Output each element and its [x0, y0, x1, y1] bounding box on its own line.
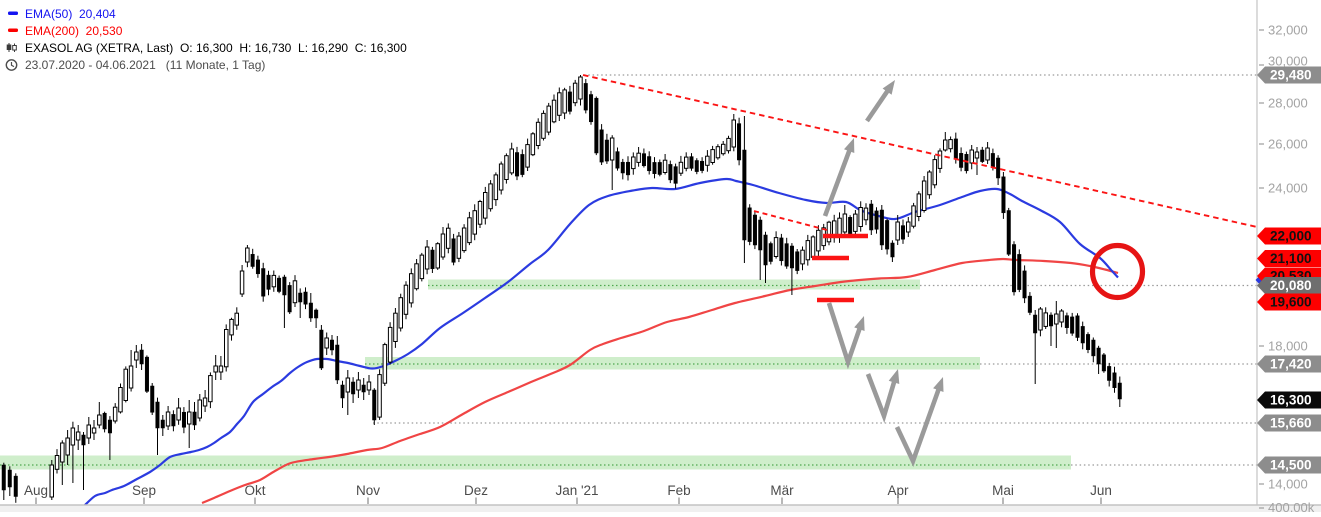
svg-text:30,000: 30,000 [1268, 54, 1308, 69]
svg-text:15,660: 15,660 [1270, 416, 1312, 431]
svg-text:Aug: Aug [24, 483, 48, 498]
svg-text:26,000: 26,000 [1268, 137, 1308, 152]
svg-text:21,100: 21,100 [1270, 251, 1312, 266]
svg-text:Jun: Jun [1090, 483, 1112, 498]
svg-text:Mär: Mär [770, 483, 794, 498]
svg-text:Nov: Nov [356, 483, 380, 498]
svg-text:EXASOL AG (XETRA, Last) O: 16: EXASOL AG (XETRA, Last) O: 16,300 H: 16,… [25, 41, 407, 55]
svg-text:14,000: 14,000 [1268, 477, 1308, 492]
svg-text:Apr: Apr [887, 483, 909, 498]
svg-text:Feb: Feb [667, 483, 690, 498]
svg-text:Dez: Dez [464, 483, 488, 498]
svg-text:29,480: 29,480 [1270, 68, 1312, 83]
svg-text:400,00k: 400,00k [1268, 500, 1315, 512]
svg-text:Mai: Mai [992, 483, 1014, 498]
svg-text:16,300: 16,300 [1270, 393, 1312, 408]
svg-text:20,080: 20,080 [1270, 278, 1312, 293]
svg-text:23.07.2020 - 04.06.2021 (11: 23.07.2020 - 04.06.2021 (11 Monate, 1 Ta… [25, 58, 265, 72]
svg-text:19,600: 19,600 [1270, 295, 1312, 310]
svg-text:18,000: 18,000 [1268, 339, 1308, 354]
svg-text:22,000: 22,000 [1270, 229, 1312, 244]
svg-text:32,000: 32,000 [1268, 23, 1308, 38]
svg-text:14,500: 14,500 [1270, 458, 1312, 473]
svg-text:28,000: 28,000 [1268, 96, 1308, 111]
svg-text:17,420: 17,420 [1270, 357, 1312, 372]
svg-text:EMA(50) 20,404: EMA(50) 20,404 [25, 7, 116, 21]
svg-text:Okt: Okt [244, 483, 265, 498]
svg-text:Sep: Sep [132, 483, 156, 498]
svg-text:24,000: 24,000 [1268, 181, 1308, 196]
svg-text:EMA(200) 20,530: EMA(200) 20,530 [25, 24, 123, 38]
svg-text:Jan '21: Jan '21 [555, 483, 598, 498]
